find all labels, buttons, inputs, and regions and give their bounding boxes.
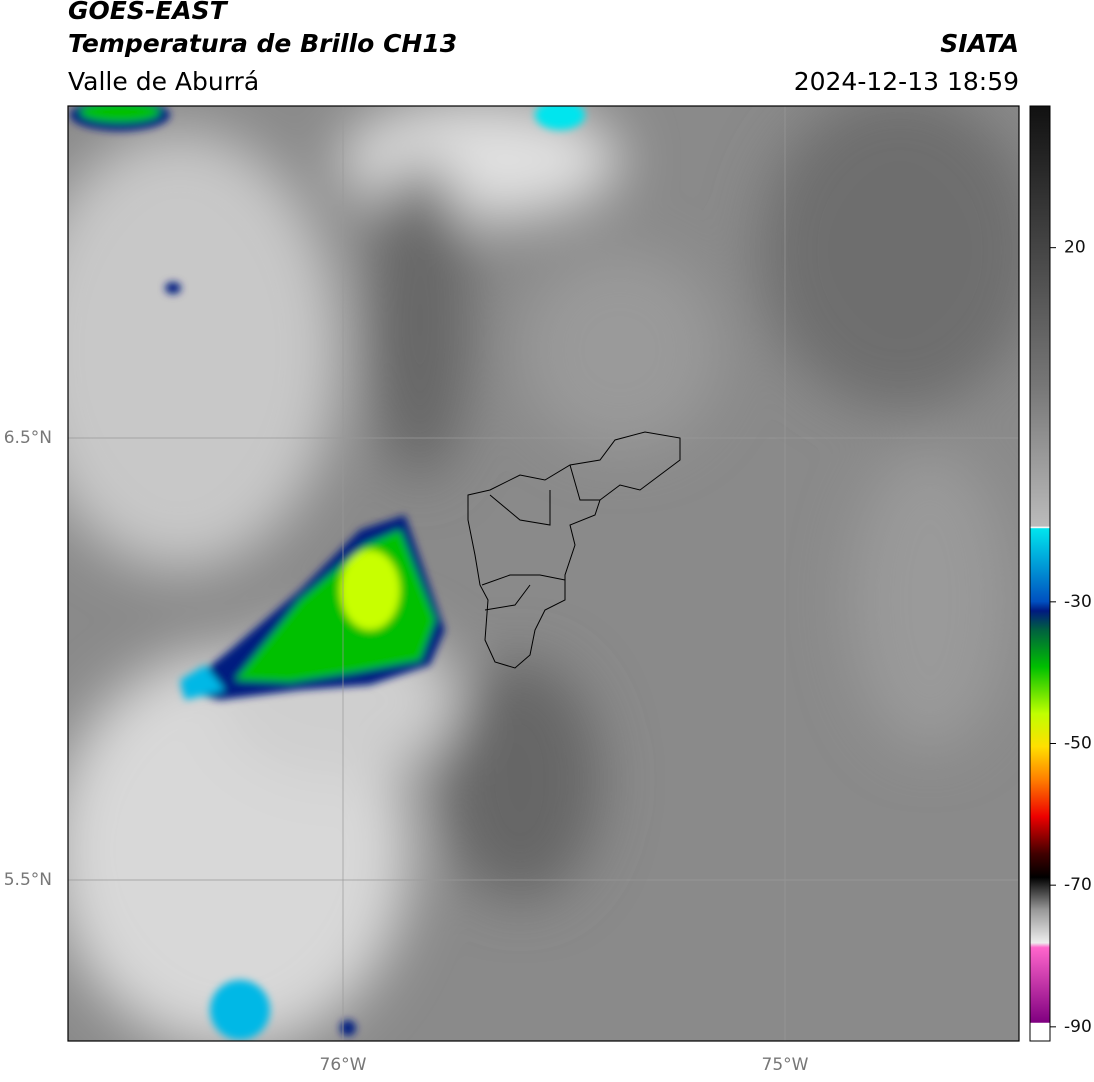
colorbar-ticks: 20 -30 -50 -70 -90 <box>1050 238 1092 1037</box>
colorbar-tick-label: 20 <box>1064 238 1086 258</box>
source: SIATA <box>940 29 1019 58</box>
title: GOES-EAST <box>68 0 229 25</box>
subtitle: Temperatura de Brillo CH13 <box>68 29 457 58</box>
region: Valle de Aburrá <box>68 67 259 96</box>
colorbar-tick-label: -30 <box>1064 592 1092 612</box>
colorbar-tick-label: -70 <box>1064 875 1092 895</box>
lat-label: 6.5°N <box>4 428 52 448</box>
colorbar-tick-label: -50 <box>1064 734 1092 754</box>
municipal-borders <box>467 431 681 669</box>
colorbar <box>1029 105 1051 1042</box>
satellite-image <box>68 106 1019 1041</box>
map-frame <box>67 105 1020 1042</box>
colorbar-tick-label: -90 <box>1064 1017 1092 1037</box>
datetime: 2024-12-13 18:59 <box>794 67 1019 96</box>
graticule <box>68 106 1019 1041</box>
lon-label: 75°W <box>762 1055 809 1075</box>
lon-label: 76°W <box>320 1055 367 1075</box>
lat-label: 5.5°N <box>4 870 52 890</box>
